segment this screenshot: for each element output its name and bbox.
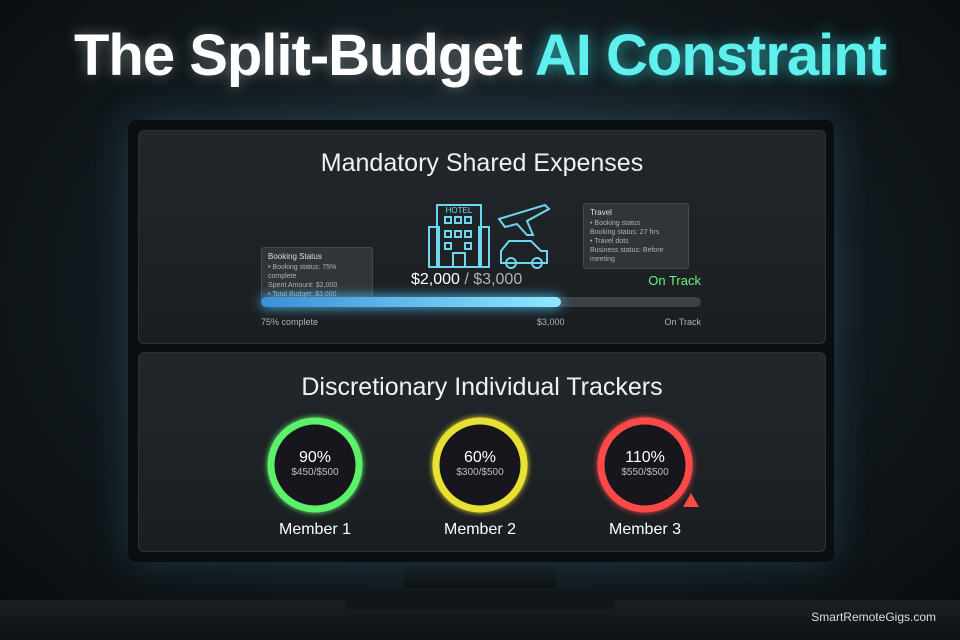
member-amount: $450/$500 [291,467,339,478]
progress-track [261,297,701,307]
footer: SmartRemoteGigs.com [811,610,936,624]
warning-icon [683,493,699,507]
travel-icons: HOTEL [428,203,551,269]
travel-card: Travel • Booking status Booking status: … [583,203,689,269]
hotel-sign: HOTEL [446,206,473,215]
rings [267,417,699,513]
card-line: • Booking status [590,220,641,227]
card-line: Business status: Before meeting [590,247,664,263]
plane-icon [497,203,551,236]
ring [267,417,363,513]
card-line: Spent Amount: $2,000 [268,282,338,289]
card-title: Travel [590,208,612,217]
panel-title: Mandatory Shared Expenses [320,149,644,177]
member-name: Member 3 [608,521,682,538]
ring [597,417,693,513]
member-amount: $550/$500 [621,467,669,478]
card-line: • Booking status: 75% complete [268,264,337,280]
shared-panel: Mandatory Shared Expenses HOTEL Booking … [138,130,826,344]
panel-title: Discretionary Individual Trackers [301,373,663,401]
trackers-panel: Discretionary Individual Trackers 90% $4… [138,352,826,552]
bar-label: $3,000 [537,317,565,327]
member: 110% $550/$500 [595,449,695,478]
member-percent: 110% [625,449,665,466]
card-line: Booking status: 27 hrs [590,229,660,236]
bar-label: On Track [664,317,701,327]
total-amount: / $3,000 [464,271,523,288]
monitor-stand [405,560,555,590]
bar-label: 75% complete [261,317,319,327]
card-title: Booking Status [268,252,322,261]
spent-amount: $2,000 [411,271,460,288]
headline-accent: AI Constraint [534,23,887,88]
headline: The Split-Budget AI Constraint [0,22,960,89]
card-line: • Travel dots [590,238,629,245]
ring [432,417,528,513]
member-percent: 60% [463,449,497,466]
booking-card: Booking Status • Booking status: 75% com… [261,247,373,304]
member-percent: 90% [298,449,332,466]
car-icon [500,240,548,264]
member: 60% $300/$500 [430,449,530,478]
member-amount: $300/$500 [456,467,504,478]
member-name: Member 1 [278,521,352,538]
monitor: Mandatory Shared Expenses HOTEL Booking … [128,120,834,562]
budget-amount: $2,000 / $3,000 [411,271,522,289]
progress-fill [261,297,561,307]
headline-white: The Split-Budget [73,23,523,88]
status: On Track [648,273,701,288]
card-line: • Total Budget: $3,000 [268,291,337,298]
member-name: Member 2 [443,521,517,538]
monitor-base [345,588,615,610]
member: 90% $450/$500 [265,449,365,478]
